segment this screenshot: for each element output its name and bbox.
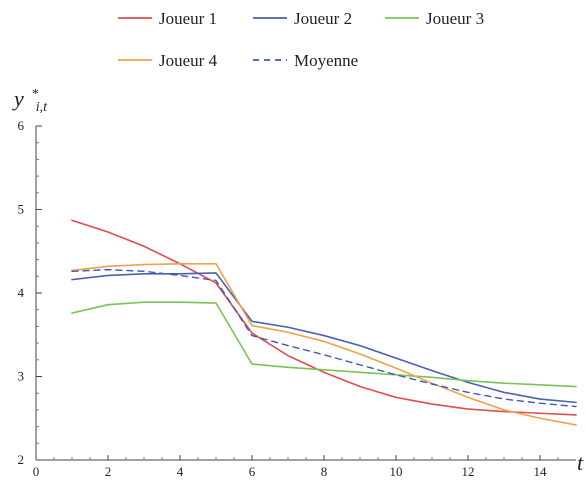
x-tick-label: 8 bbox=[321, 464, 328, 479]
legend-item-joueur-4: Joueur 4 bbox=[118, 51, 218, 70]
y-tick-label: 3 bbox=[18, 369, 25, 384]
legend-label: Joueur 1 bbox=[159, 9, 217, 28]
series-line-joueur-3 bbox=[71, 301, 577, 388]
y-tick-label: 6 bbox=[18, 118, 25, 133]
x-tick-label: 0 bbox=[33, 464, 40, 479]
y-axis-label-star: * bbox=[31, 87, 38, 102]
series-line-moyenne bbox=[71, 268, 577, 408]
y-axis-label-main: y bbox=[12, 86, 24, 111]
x-tick-label: 12 bbox=[462, 464, 475, 479]
x-axis-ticks: 0 2 4 6 8 10 12 14 bbox=[33, 455, 559, 479]
y-axis-label: y * i,t bbox=[12, 78, 48, 115]
x-tick-label: 2 bbox=[105, 464, 112, 479]
y-axis-ticks: 2 3 4 5 6 bbox=[18, 118, 42, 467]
y-tick-label: 4 bbox=[18, 285, 25, 300]
y-tick-label: 5 bbox=[18, 202, 25, 217]
legend-item-joueur-1: Joueur 1 bbox=[118, 9, 217, 28]
legend-label: Moyenne bbox=[294, 51, 358, 70]
y-tick-label: 2 bbox=[18, 452, 25, 467]
legend-label: Joueur 3 bbox=[426, 9, 484, 28]
legend-item-joueur-2: Joueur 2 bbox=[253, 9, 352, 28]
legend-label: Joueur 2 bbox=[294, 9, 352, 28]
chart-series bbox=[71, 219, 577, 426]
x-tick-label: 4 bbox=[177, 464, 184, 479]
series-line-joueur-2 bbox=[71, 272, 577, 404]
legend-label: Joueur 4 bbox=[159, 51, 218, 70]
series-line-joueur-1 bbox=[71, 219, 577, 416]
legend-item-joueur-3: Joueur 3 bbox=[385, 9, 484, 28]
x-tick-label: 14 bbox=[534, 464, 548, 479]
x-tick-label: 6 bbox=[249, 464, 256, 479]
series-line-joueur-4 bbox=[71, 262, 577, 426]
legend-item-moyenne: Moyenne bbox=[253, 51, 358, 70]
chart-legend: Joueur 1 Joueur 2 Joueur 3 Joueur 4 Moyenne bbox=[118, 9, 484, 70]
x-axis-label: t bbox=[577, 450, 584, 475]
x-tick-label: 10 bbox=[390, 464, 403, 479]
y-axis-label-sub: i,t bbox=[36, 100, 48, 115]
